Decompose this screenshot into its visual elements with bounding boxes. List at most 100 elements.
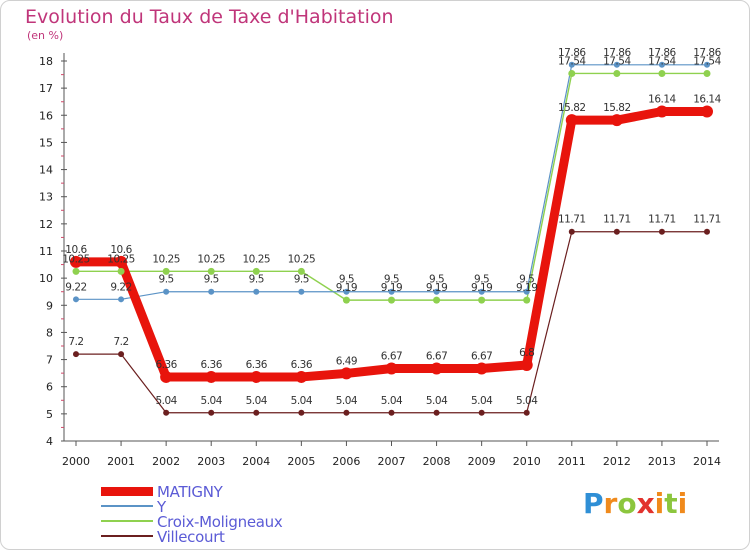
data-point <box>704 228 710 235</box>
data-label: 9.5 <box>429 274 444 286</box>
data-point <box>613 228 620 235</box>
data-point <box>73 296 79 303</box>
data-label: 17.86 <box>558 47 586 59</box>
data-point <box>250 370 263 383</box>
y-tick-label: 15 <box>39 136 53 149</box>
x-tick-label: 2012 <box>603 455 631 468</box>
data-point <box>388 409 395 416</box>
data-point <box>73 351 79 358</box>
logo-letter: i <box>654 487 665 520</box>
data-label: 15.82 <box>558 102 586 114</box>
data-point <box>568 228 575 235</box>
data-label: 10.25 <box>288 253 316 265</box>
data-label: 6.49 <box>336 355 357 367</box>
x-tick-label: 2011 <box>558 455 586 468</box>
data-point <box>701 105 713 118</box>
x-tick-label: 2014 <box>693 455 721 468</box>
data-point <box>343 288 350 295</box>
data-point <box>70 255 82 268</box>
y-tick-label: 17 <box>39 82 53 95</box>
data-point <box>207 267 215 275</box>
logo-letter: t <box>664 487 678 520</box>
data-point <box>388 288 395 295</box>
data-point <box>478 296 486 304</box>
x-tick-label: 2006 <box>332 455 360 468</box>
data-point <box>162 267 170 275</box>
data-point <box>658 228 665 235</box>
y-tick-label: 16 <box>39 109 53 122</box>
y-tick-label: 7 <box>46 354 53 367</box>
data-label: 9.19 <box>426 282 447 294</box>
data-label: 7.2 <box>113 336 128 348</box>
data-point <box>655 105 668 118</box>
data-point <box>658 69 666 77</box>
data-point <box>253 288 260 295</box>
data-label: 9.5 <box>339 274 354 286</box>
legend-label: MATIGNY <box>157 483 223 501</box>
data-point <box>568 61 575 68</box>
data-label: 9.5 <box>384 274 399 286</box>
x-tick-label: 2000 <box>62 455 90 468</box>
data-label: 16.14 <box>693 93 721 105</box>
y-tick-label: 18 <box>39 55 53 68</box>
data-label: 10.6 <box>65 244 87 256</box>
y-tick-label: 10 <box>39 272 53 285</box>
data-label: 5.04 <box>516 395 538 407</box>
y-tick-label: 6 <box>46 381 53 394</box>
y-tick-label: 8 <box>46 326 53 339</box>
data-point <box>433 296 441 304</box>
data-point <box>430 362 443 375</box>
data-label: 17.86 <box>648 47 676 59</box>
data-label: 11.71 <box>558 214 586 226</box>
data-label: 6.36 <box>291 359 313 371</box>
legend-label: Villecourt <box>157 528 225 546</box>
data-label: 5.04 <box>291 395 313 407</box>
data-label: 9.22 <box>110 281 131 293</box>
legend-swatch <box>101 535 153 537</box>
data-point <box>478 409 485 416</box>
data-label: 9.19 <box>471 282 492 294</box>
data-label: 17.54 <box>648 55 676 67</box>
data-label: 10.25 <box>62 253 90 265</box>
data-point <box>433 409 440 416</box>
data-point <box>388 296 395 304</box>
logo-letter: o <box>617 487 637 520</box>
data-point <box>208 409 215 416</box>
data-label: 6.36 <box>246 359 268 371</box>
data-label: 6.36 <box>155 359 177 371</box>
data-label: 11.71 <box>648 214 676 226</box>
data-label: 11.71 <box>693 214 721 226</box>
data-label: 17.54 <box>603 55 631 67</box>
unit-label: (en %) <box>27 29 64 42</box>
x-tick-label: 2008 <box>423 455 451 468</box>
legend-swatch <box>101 486 153 496</box>
data-point <box>118 296 125 303</box>
data-label: 5.04 <box>246 395 268 407</box>
data-point <box>475 362 488 375</box>
data-label: 16.14 <box>648 93 676 105</box>
data-point <box>613 61 620 68</box>
data-label: 6.67 <box>471 351 492 363</box>
data-point <box>340 367 353 380</box>
data-point <box>208 288 215 295</box>
data-point <box>297 267 305 275</box>
data-label: 9.19 <box>381 282 402 294</box>
data-point <box>295 370 308 383</box>
data-label: 10.25 <box>243 253 271 265</box>
data-label: 6.67 <box>426 351 447 363</box>
data-label: 9.5 <box>474 274 489 286</box>
legend-swatch <box>101 505 153 507</box>
data-label: 9.19 <box>336 282 357 294</box>
data-label: 5.04 <box>381 395 403 407</box>
data-point <box>118 351 125 358</box>
data-label: 17.54 <box>558 55 586 67</box>
data-point <box>613 69 621 77</box>
data-point <box>703 69 711 77</box>
data-point <box>658 61 665 68</box>
data-point <box>298 409 305 416</box>
data-point <box>385 362 398 375</box>
data-label: 5.04 <box>201 395 223 407</box>
data-label: 5.04 <box>155 395 177 407</box>
data-label: 9.5 <box>519 274 534 286</box>
